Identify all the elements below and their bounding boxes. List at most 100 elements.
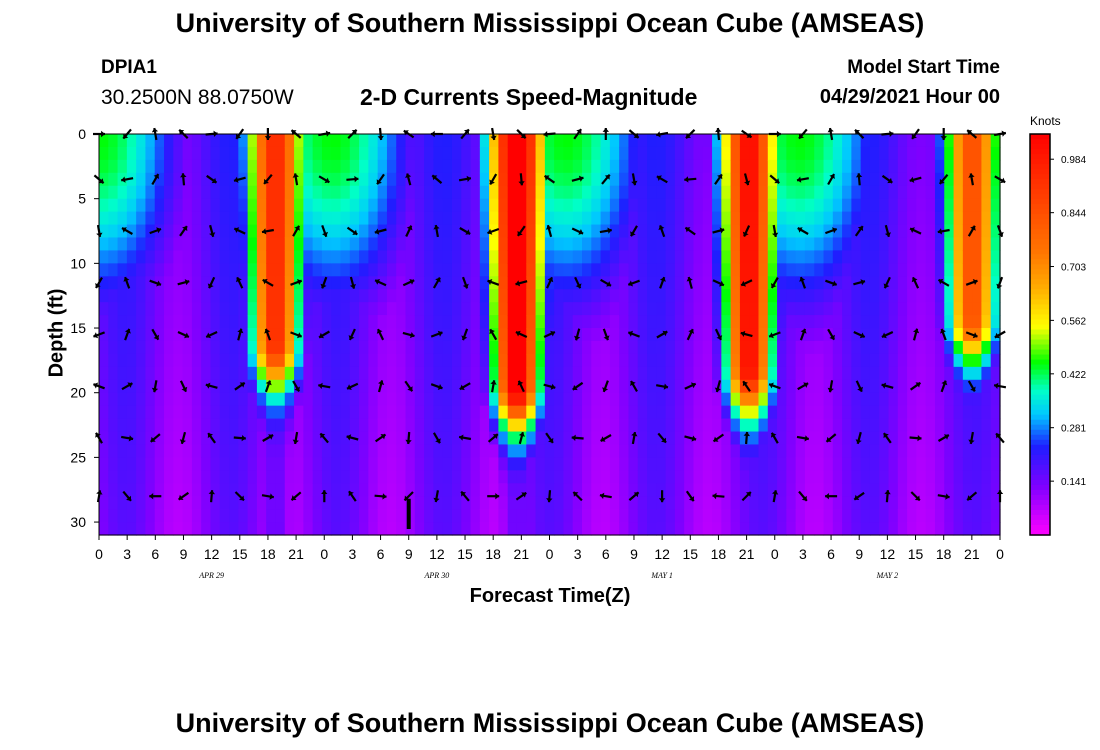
heatmap-cell xyxy=(247,224,258,239)
heatmap-cell xyxy=(916,353,927,368)
heatmap-cell xyxy=(814,496,825,510)
x-tick-label: 18 xyxy=(711,546,727,562)
heatmap-cell xyxy=(851,353,862,368)
heatmap-cell xyxy=(925,328,936,342)
heatmap-cell xyxy=(164,366,174,381)
current-vector xyxy=(599,227,612,234)
heatmap-cell xyxy=(749,315,760,329)
heatmap-cell xyxy=(396,366,407,381)
heatmap-cell xyxy=(526,250,537,264)
heatmap-cell xyxy=(303,418,314,433)
heatmap-cell xyxy=(312,263,323,277)
heatmap-cell xyxy=(795,224,806,239)
heatmap-cell xyxy=(173,315,184,329)
colorbar-segment xyxy=(1030,184,1050,190)
heatmap-cell xyxy=(563,276,574,290)
heatmap-cell xyxy=(544,470,555,484)
heatmap-cell xyxy=(433,237,444,252)
heatmap-cell xyxy=(312,522,323,536)
heatmap-cell xyxy=(869,509,880,523)
current-vector xyxy=(405,225,413,237)
heatmap-cell xyxy=(321,159,332,174)
heatmap-cell xyxy=(294,457,304,471)
heatmap-cell xyxy=(712,509,722,523)
heatmap-cell xyxy=(340,250,351,264)
heatmap-cell xyxy=(693,134,704,148)
heatmap-cell xyxy=(637,340,648,355)
heatmap-cell xyxy=(284,211,295,226)
heatmap-cell xyxy=(721,509,732,523)
heatmap-cell xyxy=(154,302,165,316)
heatmap-cell xyxy=(489,159,500,174)
heatmap-cell xyxy=(832,328,843,342)
heatmap-cell xyxy=(349,366,360,381)
heatmap-cell xyxy=(712,328,722,342)
current-vector xyxy=(743,173,751,186)
heatmap-cell xyxy=(804,522,815,536)
heatmap-cell xyxy=(396,146,407,161)
heatmap-cell xyxy=(377,250,388,264)
heatmap-cell xyxy=(275,328,286,342)
heatmap-cell xyxy=(191,509,202,523)
heatmap-cell xyxy=(860,392,871,407)
heatmap-cell xyxy=(860,276,871,290)
heatmap-cell xyxy=(990,289,1001,303)
heatmap-cell xyxy=(637,237,648,252)
heatmap-cell xyxy=(219,496,230,510)
x-tick-label: 15 xyxy=(908,546,924,562)
heatmap-cell xyxy=(814,522,825,536)
heatmap-cell xyxy=(823,276,834,290)
heatmap-cell xyxy=(739,379,750,394)
heatmap-cell xyxy=(451,134,462,148)
heatmap-cell xyxy=(795,315,806,329)
current-vector xyxy=(149,493,162,500)
heatmap-cell xyxy=(851,418,862,433)
heatmap-cell xyxy=(739,211,750,226)
heatmap-cell xyxy=(777,353,787,368)
heatmap-cell xyxy=(340,405,351,420)
x-tick-label: 0 xyxy=(95,546,103,562)
heatmap-cell xyxy=(294,353,304,368)
heatmap-cell xyxy=(507,496,518,510)
heatmap-cell xyxy=(386,302,397,316)
heatmap-cell xyxy=(990,250,1001,264)
heatmap-cell xyxy=(201,302,212,316)
heatmap-cell xyxy=(702,444,713,458)
heatmap-cell xyxy=(191,185,202,200)
heatmap-cell xyxy=(684,444,695,458)
heatmap-cell xyxy=(182,315,193,329)
heatmap-cell xyxy=(108,328,119,342)
heatmap-cell xyxy=(925,263,936,277)
heatmap-cell xyxy=(925,146,936,161)
heatmap-cell xyxy=(516,353,527,368)
heatmap-cell xyxy=(461,159,472,174)
heatmap-cell xyxy=(191,366,202,381)
heatmap-cell xyxy=(219,224,230,239)
heatmap-cell xyxy=(554,379,565,394)
heatmap-cell xyxy=(489,134,500,148)
current-vector xyxy=(827,173,836,186)
heatmap-cell xyxy=(256,198,267,213)
heatmap-cell xyxy=(405,159,416,174)
heatmap-cell xyxy=(173,418,184,433)
heatmap-cell xyxy=(702,276,713,290)
heatmap-cell xyxy=(702,328,713,342)
heatmap-cell xyxy=(897,353,908,368)
heatmap-cell xyxy=(702,405,713,420)
heatmap-cell xyxy=(712,315,722,329)
heatmap-cell xyxy=(814,289,825,303)
heatmap-cell xyxy=(442,483,453,497)
heatmap-cell xyxy=(340,379,351,394)
heatmap-cell xyxy=(795,211,806,226)
heatmap-cell xyxy=(247,392,258,407)
heatmap-cell xyxy=(777,431,787,446)
heatmap-cell xyxy=(526,470,537,484)
heatmap-cell xyxy=(981,392,992,407)
heatmap-cell xyxy=(442,237,453,252)
heatmap-cell xyxy=(944,224,955,239)
heatmap-cell xyxy=(600,289,611,303)
colorbar-segment xyxy=(1030,289,1050,295)
heatmap-cell xyxy=(934,146,945,161)
heatmap-cell xyxy=(944,418,955,433)
x-tick-label: 9 xyxy=(630,546,638,562)
